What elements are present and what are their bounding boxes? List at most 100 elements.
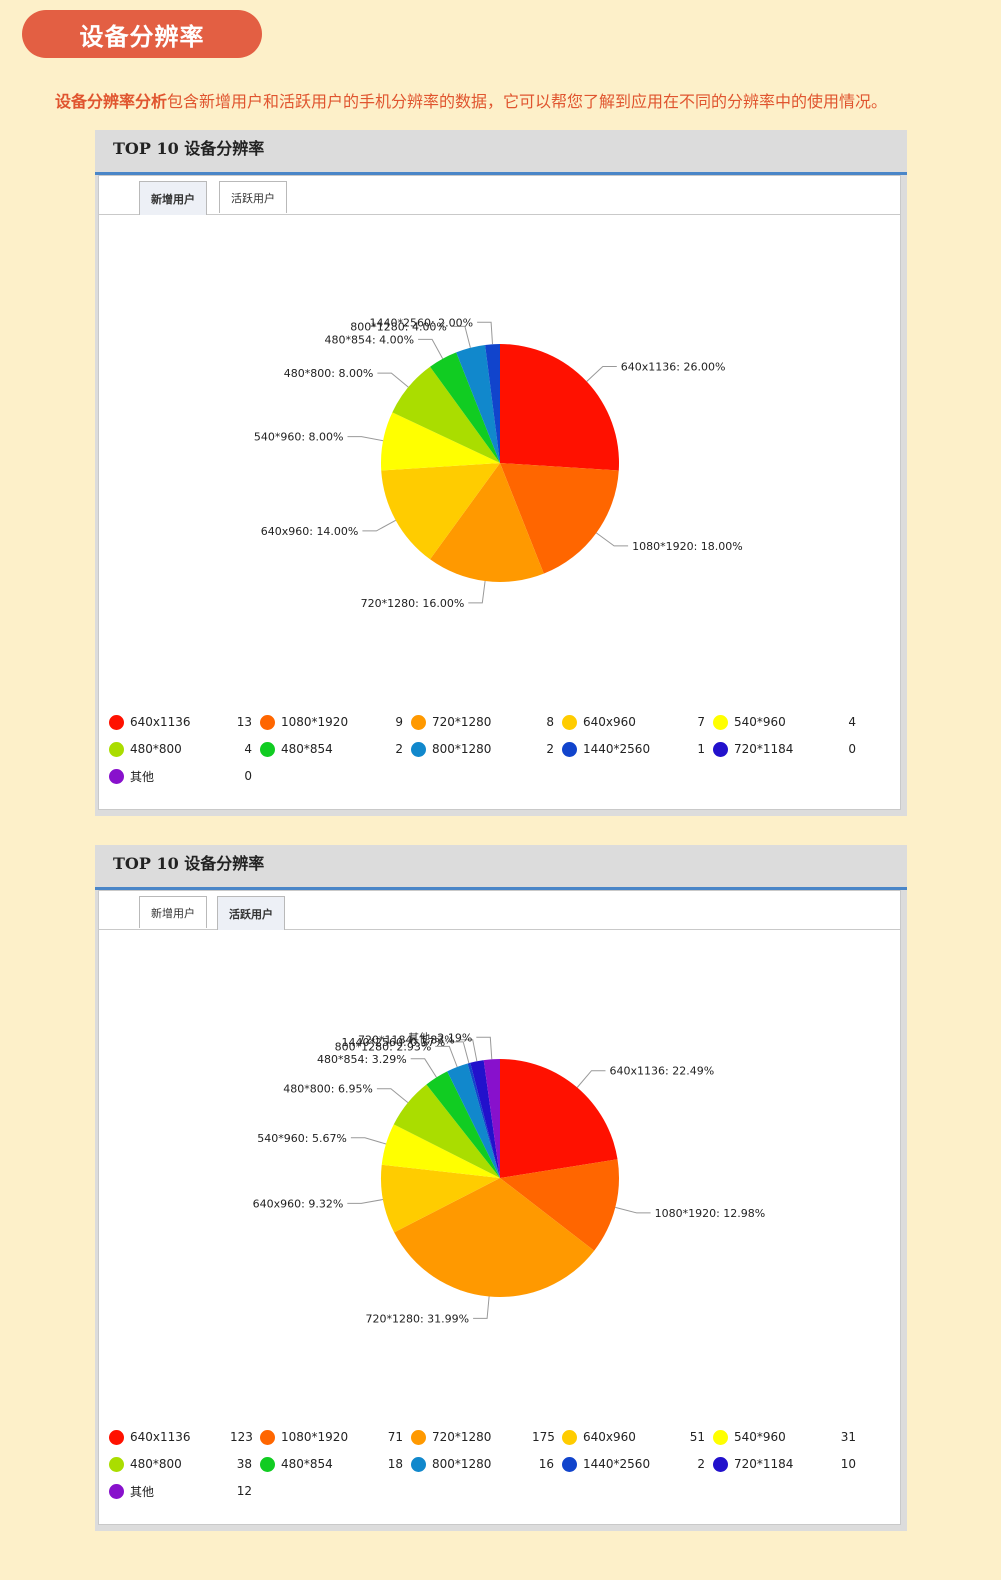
legend-label: 540*960 (734, 1430, 786, 1444)
slice-leader-line (586, 366, 617, 382)
pie-slice[interactable] (500, 1059, 618, 1178)
legend-item[interactable]: 720*1280 8 (411, 713, 554, 731)
legend-swatch (109, 714, 124, 730)
legend-swatch (713, 1456, 728, 1472)
pie-slice[interactable] (500, 1159, 620, 1251)
tab-active-users[interactable]: 活跃用户 (217, 896, 285, 930)
legend-count: 0 (848, 742, 856, 756)
legend-item[interactable]: 1080*1920 71 (260, 1428, 403, 1446)
legend-swatch (411, 1429, 426, 1445)
panel-title: TOP 10 设备分辨率 (95, 130, 907, 175)
legend-item[interactable]: 800*1280 2 (411, 740, 554, 758)
legend-label: 其他 (130, 769, 155, 784)
slice-leader-line (468, 581, 486, 604)
legend-item[interactable]: 640x1136 123 (109, 1428, 253, 1446)
legend-count: 8 (546, 715, 554, 729)
legend-count: 31 (840, 1430, 856, 1444)
pie-slice[interactable] (393, 1084, 500, 1178)
legend-swatch (109, 1456, 124, 1472)
legend-label: 720*1184 (734, 1457, 794, 1471)
legend-label: 640x1136 (130, 1430, 191, 1444)
legend-label: 1440*2560 (583, 742, 651, 756)
intro-text: 设备分辨率分析包含新增用户和活跃用户的手机分辨率的数据，它可以帮您了解到应用在不… (55, 88, 995, 112)
legend-label: 720*1280 (432, 1430, 492, 1444)
pie-slice[interactable] (430, 463, 544, 582)
pie-slice[interactable] (381, 1124, 500, 1178)
legend-item[interactable]: 720*1184 0 (713, 740, 856, 758)
legend-item[interactable]: 640x1136 13 (109, 713, 252, 731)
legend-count: 16 (538, 1457, 554, 1471)
slice-leader-line (449, 1041, 470, 1064)
intro-description: 包含新增用户和活跃用户的手机分辨率的数据，它可以帮您了解到应用在不同的分辨率中的… (167, 92, 888, 111)
slice-leader-line (450, 325, 471, 348)
legend-item[interactable]: 480*800 38 (109, 1455, 252, 1473)
legend-item[interactable]: 1440*2560 1 (562, 740, 705, 758)
legend-label: 1440*2560 (583, 1457, 651, 1471)
legend-item[interactable]: 1080*1920 9 (260, 713, 403, 731)
tab-new-users[interactable]: 新增用户 (139, 181, 207, 215)
pie-slice[interactable] (500, 463, 619, 574)
legend-item[interactable]: 720*1184 10 (713, 1455, 856, 1473)
legend-label: 1080*1920 (281, 1430, 349, 1444)
legend-item[interactable]: 640x960 7 (562, 713, 705, 731)
legend-swatch (109, 768, 124, 784)
legend-label: 480*854 (281, 742, 333, 756)
legend-item[interactable]: 640x960 51 (562, 1428, 705, 1446)
slice-label: 1080*1920: 12.98% (655, 1207, 766, 1220)
pie-slice[interactable] (430, 352, 500, 463)
pie-slice[interactable] (380, 412, 500, 471)
legend-item[interactable]: 1440*2560 2 (562, 1455, 705, 1473)
legend-item[interactable]: 其他 0 (109, 767, 252, 785)
intro-highlight: 设备分辨率分析 (55, 92, 168, 111)
legend-item[interactable]: 其他 12 (109, 1482, 252, 1500)
legend-item[interactable]: 540*960 31 (713, 1428, 856, 1446)
legend-swatch (713, 741, 728, 757)
legend-label: 800*1280 (432, 1457, 492, 1471)
legend-count: 2 (697, 1457, 705, 1471)
pie-slice[interactable] (426, 1071, 500, 1178)
tab-new-users[interactable]: 新增用户 (139, 896, 207, 928)
slice-label: 800*1280: 4.00% (350, 320, 447, 333)
tab-bar: 新增用户 活跃用户 (99, 891, 900, 930)
legend-count: 7 (697, 715, 705, 729)
slice-label: 480*854: 3.29% (317, 1053, 407, 1066)
pie-slice[interactable] (470, 1060, 500, 1178)
pie-slice[interactable] (467, 1062, 500, 1178)
slice-label: 480*854: 4.00% (324, 333, 414, 346)
pie-slice[interactable] (381, 1164, 500, 1233)
pie-slice[interactable] (381, 463, 500, 560)
legend-item[interactable]: 480*800 4 (109, 740, 252, 758)
slice-leader-line (347, 1199, 384, 1204)
legend-item[interactable]: 540*960 4 (713, 713, 856, 731)
slice-leader-line (473, 1296, 490, 1319)
legend-item[interactable]: 800*1280 16 (411, 1455, 554, 1473)
pie-slice[interactable] (483, 1059, 500, 1178)
pie-slice[interactable] (456, 344, 500, 463)
slice-leader-line (347, 436, 384, 442)
legend-count: 1 (697, 742, 705, 756)
legend-label: 720*1184 (734, 742, 794, 756)
legend-item[interactable]: 480*854 18 (260, 1455, 403, 1473)
legend-label: 1080*1920 (281, 715, 349, 729)
legend-count: 38 (236, 1457, 252, 1471)
panel-body: 新增用户 活跃用户 640x1136: 26.00% 1080*1920: 18.… (98, 175, 901, 810)
slice-label: 640x1136: 26.00% (621, 361, 726, 374)
legend-label: 640x1136 (130, 715, 191, 729)
slice-leader-line (418, 338, 444, 359)
pie-slice[interactable] (394, 1178, 595, 1298)
legend-count: 18 (387, 1457, 403, 1471)
pie-slice[interactable] (485, 344, 500, 463)
pie-slice[interactable] (447, 1063, 500, 1179)
tab-active-users[interactable]: 活跃用户 (219, 181, 287, 213)
legend-count: 12 (236, 1484, 252, 1498)
legend-item[interactable]: 720*1280 175 (411, 1428, 555, 1446)
legend-count: 175 (532, 1430, 555, 1444)
legend-count: 2 (395, 742, 403, 756)
slice-leader-line (477, 321, 493, 345)
slice-label: 720*1184: 1.83% (358, 1034, 455, 1047)
legend-count: 4 (244, 742, 252, 756)
pie-slice[interactable] (500, 344, 620, 471)
legend-item[interactable]: 480*854 2 (260, 740, 403, 758)
pie-slice[interactable] (392, 366, 500, 463)
legend-swatch (411, 741, 426, 757)
